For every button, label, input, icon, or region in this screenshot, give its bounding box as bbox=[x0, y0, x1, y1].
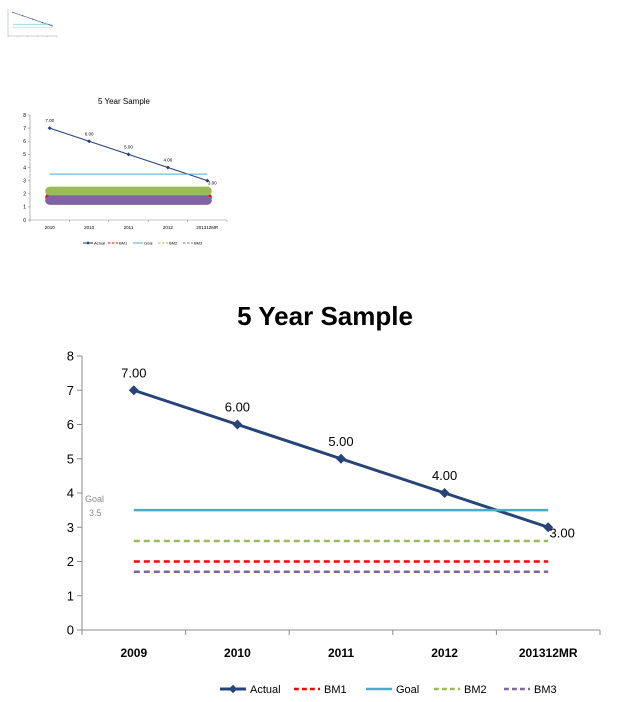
main-data-label: 5.00 bbox=[328, 434, 353, 449]
thumb-actual-point bbox=[41, 21, 44, 24]
main-y-tick-label: 6 bbox=[67, 417, 74, 432]
mid-y-tick-label: 6 bbox=[23, 139, 26, 145]
main-actual-point bbox=[232, 419, 243, 430]
thumb-actual-point bbox=[51, 25, 53, 27]
main-y-tick-label: 2 bbox=[67, 554, 74, 569]
main-chart-title: 5 Year Sample bbox=[237, 301, 413, 331]
thumbnail-chart bbox=[7, 9, 58, 37]
main-data-label: 3.00 bbox=[550, 525, 575, 540]
main-legend-label: BM2 bbox=[464, 684, 487, 696]
main-actual-point bbox=[336, 453, 346, 464]
main-y-tick-label: 7 bbox=[67, 383, 74, 398]
mid-data-label: 5.00 bbox=[124, 144, 133, 149]
mid-y-tick-label: 4 bbox=[23, 165, 26, 171]
main-data-label: 4.00 bbox=[432, 468, 457, 483]
main-x-tick-label: 201312MR bbox=[519, 646, 578, 660]
goal-annotation-label: Goal bbox=[85, 494, 104, 504]
mid-data-label: 3.00 bbox=[208, 181, 217, 186]
main-legend-label: Goal bbox=[396, 684, 419, 696]
main-y-tick-label: 1 bbox=[67, 588, 74, 603]
main-x-tick-label: 2009 bbox=[120, 646, 147, 660]
mid-legend-marker bbox=[86, 241, 90, 245]
thumb-actual-point bbox=[12, 11, 14, 14]
mid-actual-point bbox=[126, 152, 131, 157]
mid-legend-label: Actual bbox=[94, 240, 105, 245]
main-actual-point bbox=[128, 385, 139, 396]
mid-x-tick-label: 2012 bbox=[163, 225, 174, 230]
main-x-tick-label: 2010 bbox=[224, 646, 251, 660]
mid-legend-label: BM3 bbox=[194, 240, 203, 245]
mid-y-tick-label: 3 bbox=[23, 178, 26, 184]
main-data-label: 6.00 bbox=[225, 400, 250, 415]
mid-legend-label: BM1 bbox=[119, 240, 128, 245]
mid-y-tick-label: 1 bbox=[23, 205, 26, 211]
mid-x-tick-label: 201312MR bbox=[196, 225, 219, 230]
main-x-tick-label: 2012 bbox=[431, 646, 458, 660]
medium-chart-title: 5 Year Sample bbox=[98, 97, 151, 106]
mid-actual-point bbox=[87, 139, 92, 144]
mid-legend-label: BM2 bbox=[169, 240, 178, 245]
mid-y-tick-label: 8 bbox=[23, 113, 26, 119]
mid-y-tick-label: 7 bbox=[23, 126, 26, 132]
main-y-tick-label: 4 bbox=[67, 486, 74, 501]
mid-data-label: 4.00 bbox=[164, 158, 173, 163]
mid-y-tick-label: 0 bbox=[23, 218, 26, 224]
mid-x-tick-label: 2010 bbox=[45, 225, 56, 230]
main-x-tick-label: 2011 bbox=[328, 646, 354, 660]
mid-data-label: 7.00 bbox=[45, 118, 54, 123]
main-legend-marker bbox=[228, 684, 238, 694]
main-y-tick-label: 8 bbox=[67, 349, 74, 364]
mid-actual-point bbox=[47, 126, 52, 131]
mid-actual-point bbox=[165, 165, 170, 170]
mid-data-label: 6.00 bbox=[85, 131, 94, 136]
main-actual-point bbox=[543, 522, 554, 533]
mid-x-tick-label: 2010 bbox=[84, 225, 95, 230]
medium-chart: 5 Year Sample 0 1 2 3 4 5 6 7 8 2010 2010 2011 2012 2… bbox=[23, 97, 228, 245]
mid-x-tick-label: 2011 bbox=[124, 225, 134, 230]
main-legend-label: Actual bbox=[250, 684, 281, 696]
main-actual-point bbox=[439, 488, 450, 498]
main-legend-label: BM3 bbox=[534, 684, 557, 696]
mid-y-tick-label: 2 bbox=[23, 192, 26, 198]
main-y-tick-label: 3 bbox=[67, 520, 74, 535]
thumb-actual-point bbox=[21, 14, 24, 17]
main-y-tick-label: 0 bbox=[67, 623, 74, 638]
mid-y-tick-label: 5 bbox=[23, 152, 26, 158]
goal-annotation-value: 3.5 bbox=[89, 508, 102, 518]
main-legend-label: BM1 bbox=[324, 684, 347, 696]
mid-actual-point bbox=[205, 178, 210, 183]
main-y-tick-label: 5 bbox=[67, 451, 74, 466]
mid-legend-label: Goal bbox=[144, 240, 153, 245]
thumb-actual-point bbox=[31, 18, 34, 20]
main-data-label: 7.00 bbox=[121, 365, 146, 380]
main-chart: 5 Year Sample Goal 3.5 0 1 2 3 4 5 6 7 8 2009 2010… bbox=[67, 301, 601, 696]
